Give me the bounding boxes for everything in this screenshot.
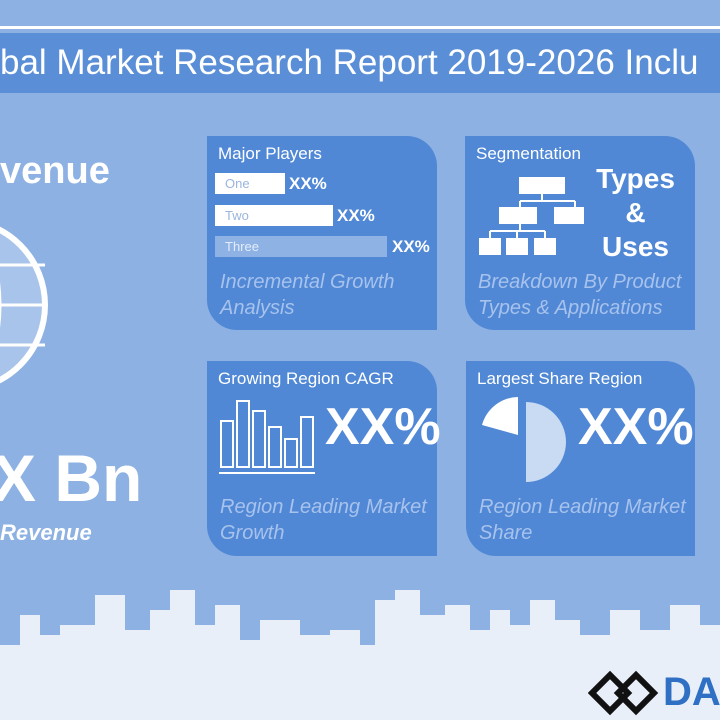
org-chart [479, 177, 584, 255]
skyline [0, 590, 720, 720]
globe [0, 226, 48, 384]
left-caption: Revenue [0, 520, 92, 545]
left-heading: venue [0, 150, 110, 192]
card-caption: Incremental Growth Analysis [220, 271, 395, 319]
bar-value: XX% [392, 237, 430, 256]
card-title: Major Players [218, 144, 322, 163]
bar-label: Two [215, 205, 333, 226]
bar-value: XX% [337, 206, 375, 225]
logo-text: DA [663, 670, 720, 714]
card: Growing Region CAGR XX% Region Leading M… [207, 361, 441, 556]
bar-label: Three [215, 236, 387, 257]
seg-text: Uses [602, 231, 669, 262]
card-title: Segmentation [476, 144, 581, 163]
card-title: Largest Share Region [477, 369, 643, 388]
bar-icon [219, 400, 315, 474]
pie-icon [482, 397, 566, 482]
card: Segmentation Types & Uses Breakdown By P… [465, 136, 695, 330]
bar-label: One [215, 173, 285, 194]
card-caption: Region Leading Market Growth [220, 496, 427, 544]
seg-text: Types [596, 163, 675, 194]
title-bar: bal Market Research Report 2019-2026 Inc… [0, 33, 720, 93]
seg-text: & [625, 197, 646, 228]
share-value: XX% [578, 398, 694, 456]
card-caption: Region Leading Market Share [479, 496, 686, 544]
card-title: Growing Region CAGR [218, 369, 394, 388]
bar-value: XX% [289, 174, 327, 193]
card: Major Players One XX% Two XX% Three XX% … [207, 136, 437, 330]
card-caption: Breakdown By Product Types & Application… [478, 271, 682, 319]
card: Largest Share Region XX% Region Leading … [466, 361, 695, 556]
cagr-value: XX% [325, 398, 441, 456]
logo-icon [588, 670, 659, 716]
title: bal Market Research Report 2019-2026 Inc… [0, 43, 699, 82]
top-rule [0, 26, 720, 29]
left-amount: X Bn [0, 441, 143, 515]
